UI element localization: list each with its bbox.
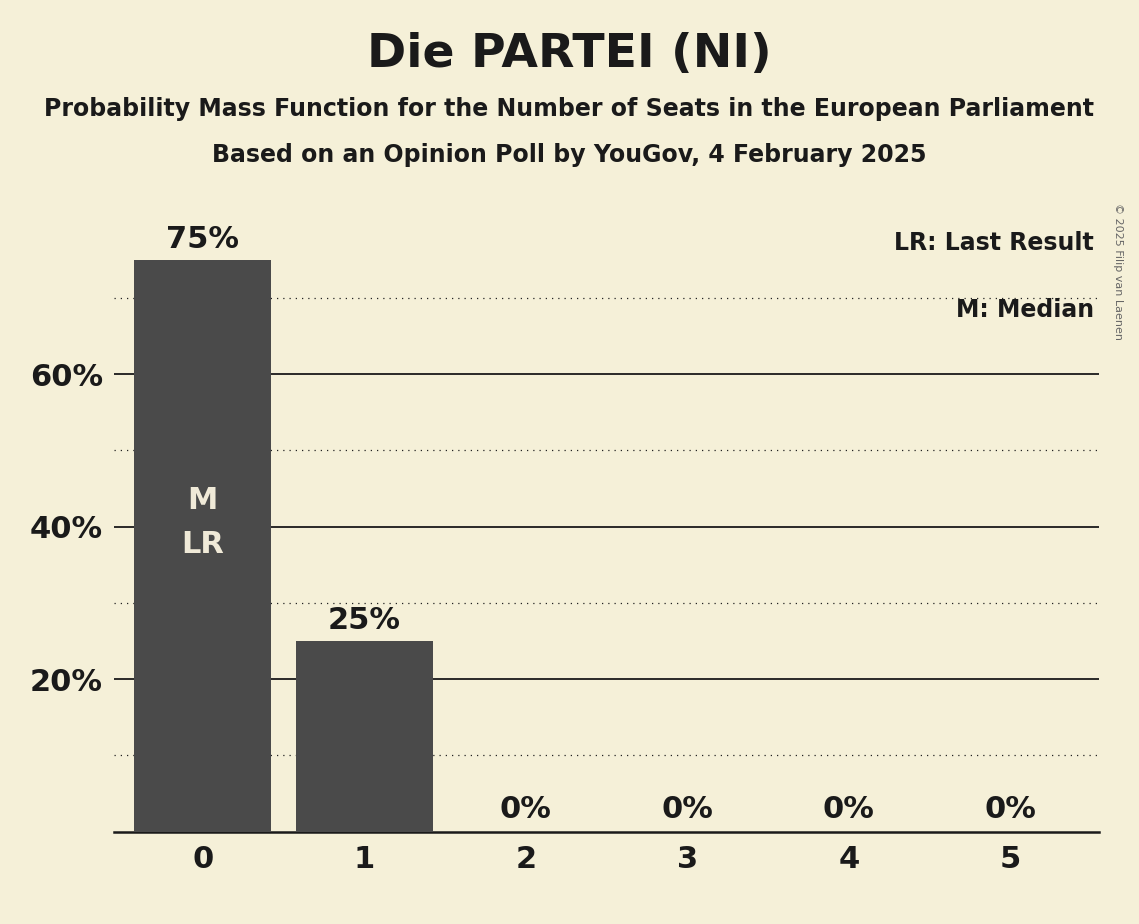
- Text: 0%: 0%: [500, 795, 551, 824]
- Text: M: M: [188, 486, 218, 516]
- Text: M: Median: M: Median: [956, 298, 1095, 322]
- Text: 25%: 25%: [328, 606, 401, 635]
- Text: Probability Mass Function for the Number of Seats in the European Parliament: Probability Mass Function for the Number…: [44, 97, 1095, 121]
- Text: LR: LR: [181, 530, 224, 560]
- Text: Die PARTEI (NI): Die PARTEI (NI): [367, 32, 772, 78]
- Bar: [134, 260, 271, 832]
- Text: LR: Last Result: LR: Last Result: [894, 231, 1095, 255]
- Text: 0%: 0%: [984, 795, 1036, 824]
- Text: 75%: 75%: [166, 225, 239, 254]
- Text: 0%: 0%: [662, 795, 713, 824]
- Text: © 2025 Filip van Laenen: © 2025 Filip van Laenen: [1114, 203, 1123, 340]
- Bar: [296, 641, 433, 832]
- Text: 0%: 0%: [822, 795, 875, 824]
- Text: Based on an Opinion Poll by YouGov, 4 February 2025: Based on an Opinion Poll by YouGov, 4 Fe…: [212, 143, 927, 167]
